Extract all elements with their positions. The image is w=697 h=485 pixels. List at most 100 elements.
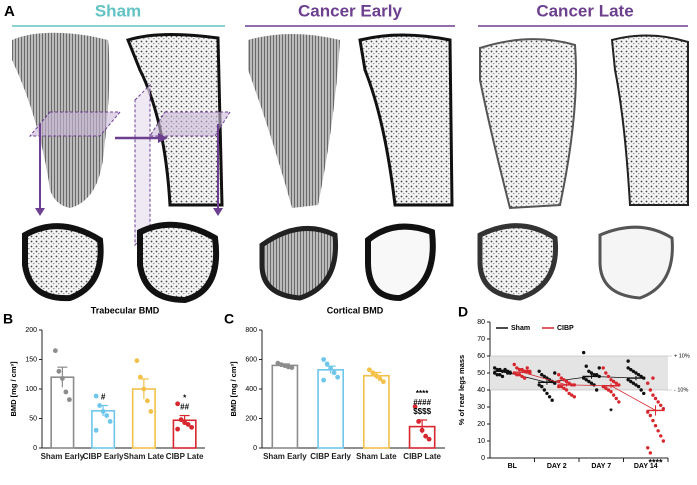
data-point bbox=[517, 367, 522, 372]
y-tick-label: 70 bbox=[477, 336, 485, 343]
data-point bbox=[653, 424, 658, 428]
data-point bbox=[63, 389, 69, 395]
data-point bbox=[525, 366, 529, 370]
data-point bbox=[289, 365, 295, 371]
data-point bbox=[564, 388, 569, 392]
data-point bbox=[52, 348, 58, 354]
bone-image bbox=[358, 33, 454, 207]
data-point bbox=[646, 410, 650, 414]
y-tick-label: 60 bbox=[477, 353, 485, 360]
data-point bbox=[540, 384, 544, 389]
data-point bbox=[134, 358, 140, 364]
data-point bbox=[589, 381, 594, 385]
data-point bbox=[592, 373, 596, 377]
legend-label: Sham bbox=[511, 325, 530, 332]
data-point bbox=[557, 373, 561, 377]
data-point bbox=[495, 373, 499, 377]
x-tick-label: Sham Late bbox=[356, 452, 397, 461]
data-point bbox=[594, 388, 599, 392]
data-point bbox=[545, 391, 549, 396]
data-point bbox=[137, 374, 143, 380]
data-point bbox=[321, 377, 327, 383]
x-tick-label: Sham Late bbox=[123, 452, 165, 461]
data-point bbox=[517, 373, 522, 377]
data-point bbox=[567, 391, 571, 396]
data-point bbox=[626, 359, 630, 363]
data-point bbox=[553, 371, 557, 375]
y-tick-label: 0 bbox=[253, 445, 257, 452]
data-point bbox=[520, 374, 524, 379]
y-tick-label: 150 bbox=[25, 356, 37, 363]
data-point bbox=[557, 384, 561, 389]
data-point bbox=[629, 367, 633, 372]
reference-band bbox=[490, 356, 668, 390]
y-tick-label: 50 bbox=[29, 415, 37, 422]
y-tick-label: 20 bbox=[477, 421, 485, 428]
data-point bbox=[537, 369, 541, 373]
data-point bbox=[148, 409, 154, 414]
data-point bbox=[606, 388, 611, 392]
data-point bbox=[639, 374, 643, 379]
chart-title: Cortical BMD bbox=[327, 305, 384, 315]
bar bbox=[271, 364, 299, 449]
y-tick-label: 30 bbox=[477, 404, 485, 411]
data-point bbox=[611, 379, 616, 384]
y-axis-label: % of rear legs mass bbox=[457, 355, 466, 425]
y-tick-label: 600 bbox=[245, 356, 257, 363]
data-point bbox=[587, 379, 591, 384]
x-tick-label: BL bbox=[508, 463, 518, 470]
significance-label: # bbox=[101, 393, 106, 402]
data-point bbox=[416, 419, 422, 424]
y-tick-label: 800 bbox=[245, 327, 257, 334]
data-point bbox=[547, 395, 552, 399]
data-point bbox=[648, 451, 653, 455]
data-point bbox=[592, 383, 596, 387]
data-point bbox=[100, 409, 106, 414]
y-axis-label: BMD [mg / cm³] bbox=[9, 361, 18, 417]
y-tick-label: 400 bbox=[245, 386, 257, 393]
y-tick-label: 40 bbox=[477, 387, 485, 394]
x-tick-label: CIBP Late bbox=[165, 452, 204, 461]
group-title: Cancer Late bbox=[536, 1, 633, 20]
data-point bbox=[542, 388, 547, 392]
band-label: - 10% bbox=[674, 387, 688, 393]
data-point bbox=[639, 388, 643, 392]
data-point bbox=[520, 367, 524, 372]
data-point bbox=[626, 378, 630, 382]
data-point bbox=[609, 378, 613, 382]
data-point bbox=[606, 374, 611, 379]
section-plane bbox=[134, 83, 151, 247]
data-point bbox=[144, 398, 150, 404]
data-point bbox=[66, 397, 72, 403]
y-tick-label: 10 bbox=[477, 438, 485, 445]
y-tick-label: 50 bbox=[477, 370, 485, 377]
data-point bbox=[93, 427, 99, 433]
data-point bbox=[107, 419, 113, 424]
data-point bbox=[646, 446, 650, 450]
data-point bbox=[601, 366, 605, 370]
section-image bbox=[598, 225, 674, 300]
data-point bbox=[498, 373, 502, 377]
data-point bbox=[492, 371, 497, 375]
panel-label: A bbox=[4, 3, 15, 20]
data-point bbox=[175, 426, 181, 432]
data-point bbox=[104, 413, 110, 418]
bar bbox=[50, 376, 75, 449]
data-point bbox=[587, 369, 591, 373]
data-point bbox=[550, 398, 554, 402]
data-point bbox=[617, 400, 621, 404]
data-point bbox=[189, 424, 195, 430]
section-plane bbox=[28, 111, 122, 137]
data-point bbox=[631, 369, 636, 373]
arrow-head bbox=[35, 208, 45, 216]
y-axis-label: BMD [mg / cm³] bbox=[229, 361, 238, 417]
data-point bbox=[419, 427, 425, 433]
data-point bbox=[656, 400, 660, 404]
data-point bbox=[178, 417, 184, 423]
data-point bbox=[56, 368, 62, 374]
data-point bbox=[522, 376, 527, 380]
bone-image bbox=[248, 34, 340, 208]
data-point bbox=[584, 364, 588, 368]
section-image bbox=[365, 223, 436, 302]
